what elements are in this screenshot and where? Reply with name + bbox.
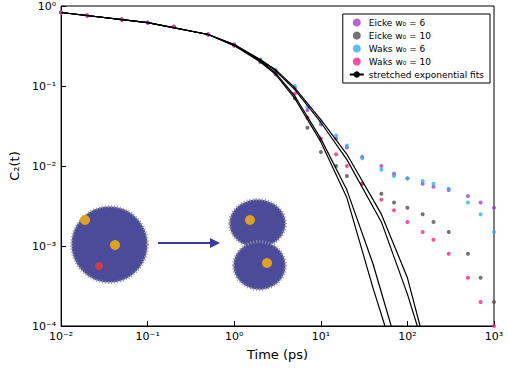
svg-text:Eicke w₀ = 6: Eicke w₀ = 6 bbox=[369, 18, 426, 28]
svg-text:Waks w₀ = 6: Waks w₀ = 6 bbox=[369, 44, 426, 54]
svg-text:stretched exponential fits: stretched exponential fits bbox=[369, 70, 485, 80]
svg-text:C₂(t): C₂(t) bbox=[7, 151, 22, 181]
svg-text:10⁰: 10⁰ bbox=[225, 330, 244, 343]
svg-text:Time (ps): Time (ps) bbox=[246, 347, 308, 362]
svg-text:10²: 10² bbox=[398, 330, 416, 343]
svg-text:10⁻²: 10⁻² bbox=[32, 160, 56, 173]
svg-text:10¹: 10¹ bbox=[312, 330, 330, 343]
svg-text:Eicke w₀ = 10: Eicke w₀ = 10 bbox=[369, 31, 431, 41]
svg-text:10³: 10³ bbox=[485, 330, 503, 343]
svg-text:10⁰: 10⁰ bbox=[38, 0, 57, 13]
svg-text:10⁻¹: 10⁻¹ bbox=[32, 80, 56, 93]
svg-text:10⁻³: 10⁻³ bbox=[32, 240, 56, 253]
svg-text:Waks w₀ = 10: Waks w₀ = 10 bbox=[369, 57, 432, 67]
svg-text:10⁻⁴: 10⁻⁴ bbox=[31, 319, 57, 333]
svg-text:10⁻²: 10⁻² bbox=[49, 330, 73, 343]
svg-text:10⁻¹: 10⁻¹ bbox=[136, 330, 160, 343]
